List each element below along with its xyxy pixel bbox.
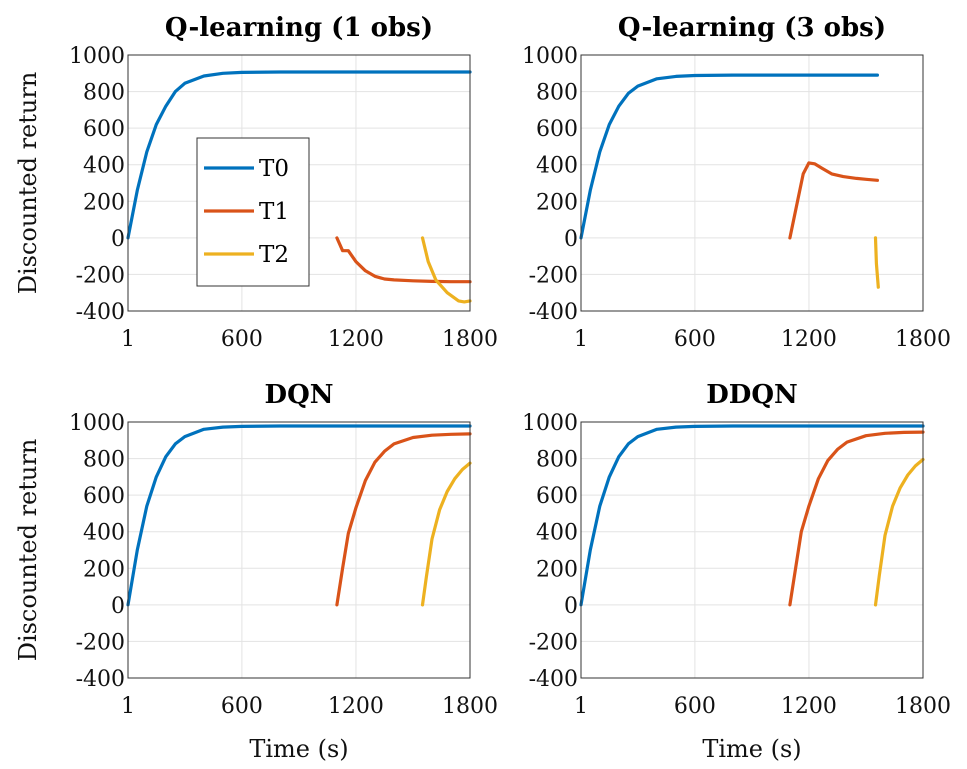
y-tick-label: 600 [83,484,125,509]
x-tick-label: 1200 [781,694,837,719]
y-tick-label: 400 [536,521,578,546]
y-tick-label: 200 [536,190,578,215]
y-tick-label: 600 [83,117,125,142]
plot-area [581,422,923,678]
legend: T0 T1 T2 [196,137,310,287]
axes-frame [580,421,924,679]
chart-title: Q-learning (3 obs) [618,13,886,43]
x-tick-label: 1800 [895,694,951,719]
y-tick-label: 0 [111,227,125,252]
y-tick-label: 1000 [69,44,125,69]
x-tick-label: 600 [221,327,263,352]
y-tick-label: -200 [529,630,578,655]
series-line-t0 [579,73,880,240]
chart-title: DDQN [706,380,798,410]
y-tick-label: -400 [76,667,125,692]
legend-label-t2: T2 [259,242,289,268]
series-line-t0 [126,424,472,607]
x-tick-label: 600 [221,694,263,719]
series-line-t2 [420,236,472,304]
x-tick-label: 1200 [328,327,384,352]
chart-title: DQN [265,380,334,410]
x-tick-label: 600 [674,694,716,719]
series-line-t0 [579,424,925,607]
x-axis-label: Time (s) [249,735,348,763]
x-tick-label: 1800 [895,327,951,352]
legend-label-t1: T1 [259,199,289,225]
y-tick-label: 800 [536,81,578,106]
y-axis-label: Discounted return [14,439,42,662]
series-line-t0 [126,70,472,240]
series-line-t1 [788,161,880,240]
y-tick-label: 1000 [69,411,125,436]
x-tick-label: 1 [574,694,588,719]
series-line-t2 [873,236,880,289]
y-axis-label: Discounted return [14,72,42,295]
y-tick-label: 200 [536,557,578,582]
axes-frame [580,54,924,312]
x-tick-label: 1 [121,327,135,352]
y-tick-label: 200 [83,190,125,215]
y-tick-label: 0 [564,227,578,252]
x-tick-label: 1 [574,327,588,352]
series-line-t1 [788,430,925,607]
plot-area [581,55,923,311]
y-tick-label: 600 [536,484,578,509]
y-tick-label: 800 [83,448,125,473]
x-tick-label: 1800 [442,327,498,352]
series-line-t1 [335,432,472,607]
y-tick-label: 0 [564,594,578,619]
y-tick-label: 600 [536,117,578,142]
series-line-t2 [420,461,472,607]
x-tick-label: 600 [674,327,716,352]
y-tick-label: -400 [529,300,578,325]
series-line-t2 [873,457,925,607]
x-tick-label: 1200 [328,694,384,719]
legend-label-t0: T0 [259,156,289,182]
y-tick-label: 400 [536,154,578,179]
y-tick-label: 1000 [522,411,578,436]
x-tick-label: 1 [121,694,135,719]
y-tick-label: -200 [76,630,125,655]
y-tick-label: -200 [76,263,125,288]
y-tick-label: -400 [76,300,125,325]
x-tick-label: 1800 [442,694,498,719]
y-tick-label: 800 [536,448,578,473]
axes-frame [127,54,471,312]
axes-frame [127,421,471,679]
plot-area [128,422,470,678]
y-tick-label: 400 [83,521,125,546]
y-tick-label: 800 [83,81,125,106]
x-axis-label: Time (s) [702,735,801,763]
y-tick-label: 200 [83,557,125,582]
x-tick-label: 1200 [781,327,837,352]
y-tick-label: -200 [529,263,578,288]
y-tick-label: 0 [111,594,125,619]
y-tick-label: 1000 [522,44,578,69]
chart-title: Q-learning (1 obs) [165,13,433,43]
y-tick-label: -400 [529,667,578,692]
y-tick-label: 400 [83,154,125,179]
